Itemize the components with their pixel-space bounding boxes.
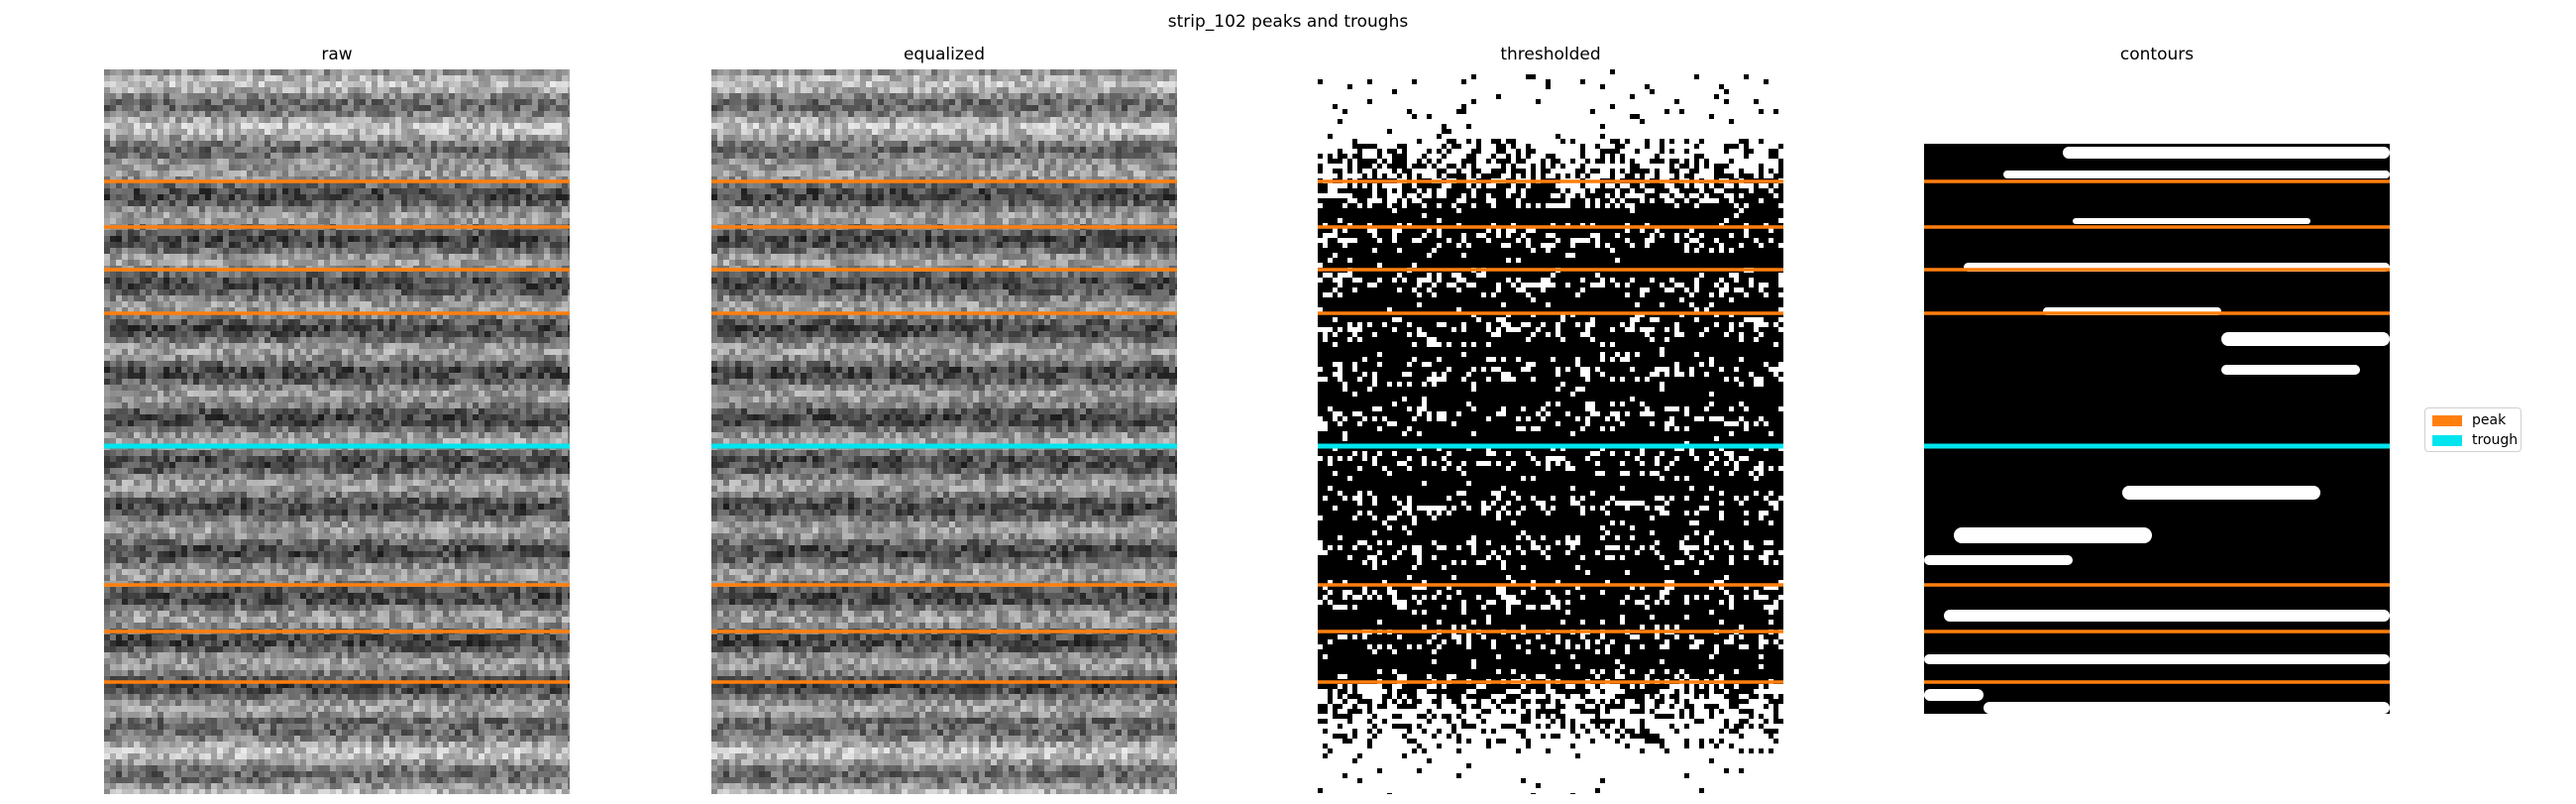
panel-title-contours: contours <box>1924 45 2390 64</box>
image-texture <box>104 69 570 794</box>
thresholded-image-panel <box>1318 69 1783 794</box>
legend-item-peak: peak <box>2432 411 2506 429</box>
marker-lines <box>104 179 570 684</box>
raw-image-panel <box>104 69 570 794</box>
peak-swatch-icon <box>2432 414 2462 426</box>
image-texture <box>711 69 1177 794</box>
legend-item-trough: trough <box>2432 431 2518 449</box>
legend: peak trough <box>2424 407 2522 452</box>
legend-label-trough: trough <box>2472 432 2518 448</box>
figure-title: strip_102 peaks and troughs <box>0 12 2576 32</box>
panel-title-thresholded: thresholded <box>1318 45 1783 64</box>
contours-image-panel <box>1924 69 2390 794</box>
marker-lines <box>1318 179 1783 684</box>
equalized-image-panel <box>711 69 1177 794</box>
contour-fill <box>1924 144 2390 714</box>
legend-label-peak: peak <box>2472 412 2506 428</box>
trough-swatch-icon <box>2432 434 2462 446</box>
marker-lines <box>1924 179 2390 684</box>
marker-lines <box>711 179 1177 684</box>
panel-title-raw: raw <box>104 45 570 64</box>
panel-title-equalized: equalized <box>711 45 1177 64</box>
